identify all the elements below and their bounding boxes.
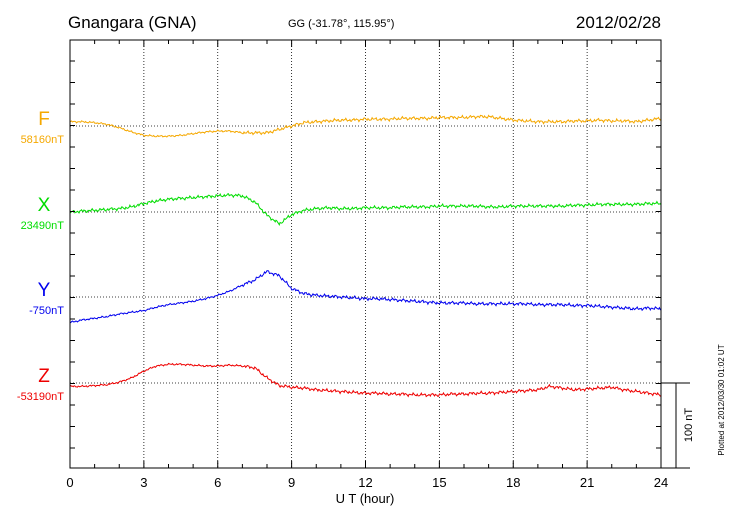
series-baseline-value-y: -750nT — [29, 305, 64, 317]
x-tick-label: 0 — [66, 475, 73, 490]
station-title: Gnangara (GNA) — [68, 13, 197, 32]
plotted-timestamp: Plotted at 2012/03/30 01:02 UT — [717, 344, 726, 455]
series-layer — [69, 114, 662, 398]
scale-bar-label: 100 nT — [683, 408, 695, 443]
scale-bar: 100 nT — [661, 382, 695, 469]
x-tick-label: 15 — [432, 475, 446, 490]
series-baseline-value-x: 23490nT — [21, 220, 65, 232]
x-tick-labels: 0 3 6 9 12 15 18 21 24 — [66, 475, 668, 490]
baselines — [70, 125, 661, 384]
x-tick-label: 12 — [358, 475, 372, 490]
series-line-x — [69, 192, 662, 227]
axis-ticks — [70, 40, 661, 468]
series-name-x: X — [38, 195, 51, 216]
date-label: 2012/02/28 — [576, 13, 661, 32]
plot-frame — [69, 39, 662, 469]
coords-label: GG (-31.78°, 115.95°) — [288, 18, 394, 30]
series-name-f: F — [38, 109, 50, 130]
x-tick-label: 9 — [288, 475, 295, 490]
series-baseline-value-f: 58160nT — [21, 134, 65, 146]
x-axis-label: U T (hour) — [336, 491, 395, 506]
series-name-z: Z — [38, 366, 50, 387]
x-tick-label: 6 — [214, 475, 221, 490]
x-tick-label: 18 — [506, 475, 520, 490]
x-tick-label: 21 — [580, 475, 594, 490]
x-tick-label: 3 — [140, 475, 147, 490]
series-labels: F 58160nT X 23490nT Y -750nT Z -53190nT — [17, 109, 64, 403]
series-baseline-value-z: -53190nT — [17, 391, 64, 403]
series-line-f — [69, 114, 662, 138]
x-tick-label: 24 — [654, 475, 668, 490]
series-name-y: Y — [38, 280, 51, 301]
grid-lines — [143, 40, 588, 468]
series-line-y — [70, 270, 662, 324]
series-line-z — [69, 362, 662, 398]
